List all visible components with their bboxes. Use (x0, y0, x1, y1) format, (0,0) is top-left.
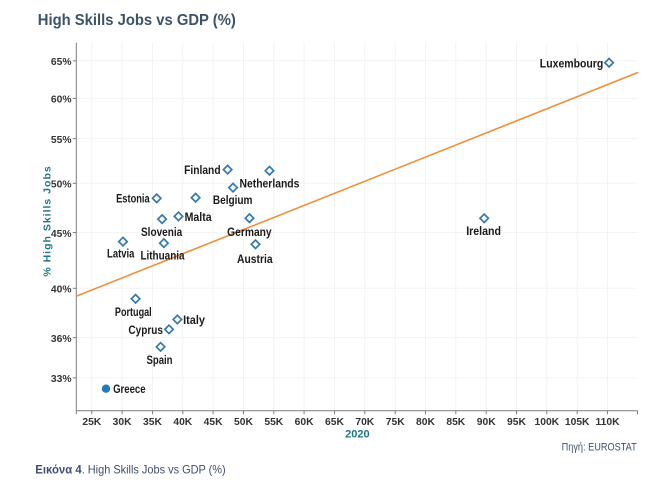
svg-text:Lithuania: Lithuania (140, 250, 185, 262)
svg-text:2020: 2020 (345, 429, 369, 441)
svg-text:33%: 33% (51, 374, 72, 385)
svg-text:95K: 95K (507, 417, 526, 428)
svg-text:60K: 60K (295, 417, 314, 428)
svg-text:40%: 40% (51, 285, 72, 296)
svg-text:30K: 30K (113, 417, 132, 428)
svg-text:Slovenia: Slovenia (141, 227, 183, 239)
svg-text:45K: 45K (204, 417, 223, 428)
svg-text:Luxembourg: Luxembourg (540, 59, 604, 71)
svg-text:Cyprus: Cyprus (128, 325, 163, 337)
svg-text:Italy: Italy (183, 315, 205, 327)
svg-text:25K: 25K (82, 417, 101, 428)
svg-text:50%: 50% (51, 180, 72, 191)
svg-text:Austria: Austria (237, 254, 273, 266)
svg-text:35K: 35K (143, 417, 162, 428)
svg-text:65%: 65% (51, 57, 72, 68)
svg-text:Portugal: Portugal (115, 307, 152, 319)
svg-text:Finland: Finland (184, 165, 221, 177)
svg-text:50K: 50K (234, 417, 253, 428)
svg-text:55K: 55K (264, 417, 283, 428)
svg-text:Ireland: Ireland (466, 226, 501, 238)
svg-text:110K: 110K (595, 417, 620, 428)
svg-text:40K: 40K (173, 417, 192, 428)
svg-text:Netherlands: Netherlands (240, 178, 300, 190)
svg-text:85K: 85K (446, 417, 465, 428)
svg-text:Greece: Greece (113, 384, 146, 396)
svg-text:Estonia: Estonia (116, 193, 150, 205)
svg-text:70K: 70K (355, 417, 374, 428)
svg-text:45%: 45% (51, 229, 72, 240)
svg-text:Belgium: Belgium (213, 195, 253, 207)
svg-text:High Skills Jobs vs GDP (%): High Skills Jobs vs GDP (%) (38, 12, 236, 29)
svg-text:Germany: Germany (227, 227, 272, 239)
svg-text:Πηγή: EUROSTAT: Πηγή: EUROSTAT (562, 441, 637, 453)
svg-text:65K: 65K (325, 417, 344, 428)
svg-text:Εικόνα 4. High Skills Jobs vs: Εικόνα 4. High Skills Jobs vs GDP (%) (35, 463, 225, 477)
svg-text:Latvia: Latvia (107, 249, 135, 261)
svg-text:100K: 100K (534, 417, 559, 428)
svg-text:80K: 80K (416, 417, 435, 428)
svg-text:% High Skills Jobs: % High Skills Jobs (41, 165, 53, 276)
svg-text:Spain: Spain (146, 355, 172, 367)
svg-text:55%: 55% (51, 135, 72, 146)
svg-text:105K: 105K (565, 417, 590, 428)
svg-text:Malta: Malta (185, 212, 213, 224)
svg-text:36%: 36% (51, 334, 72, 345)
svg-text:60%: 60% (51, 95, 72, 106)
svg-text:75K: 75K (386, 417, 405, 428)
svg-text:90K: 90K (477, 417, 496, 428)
